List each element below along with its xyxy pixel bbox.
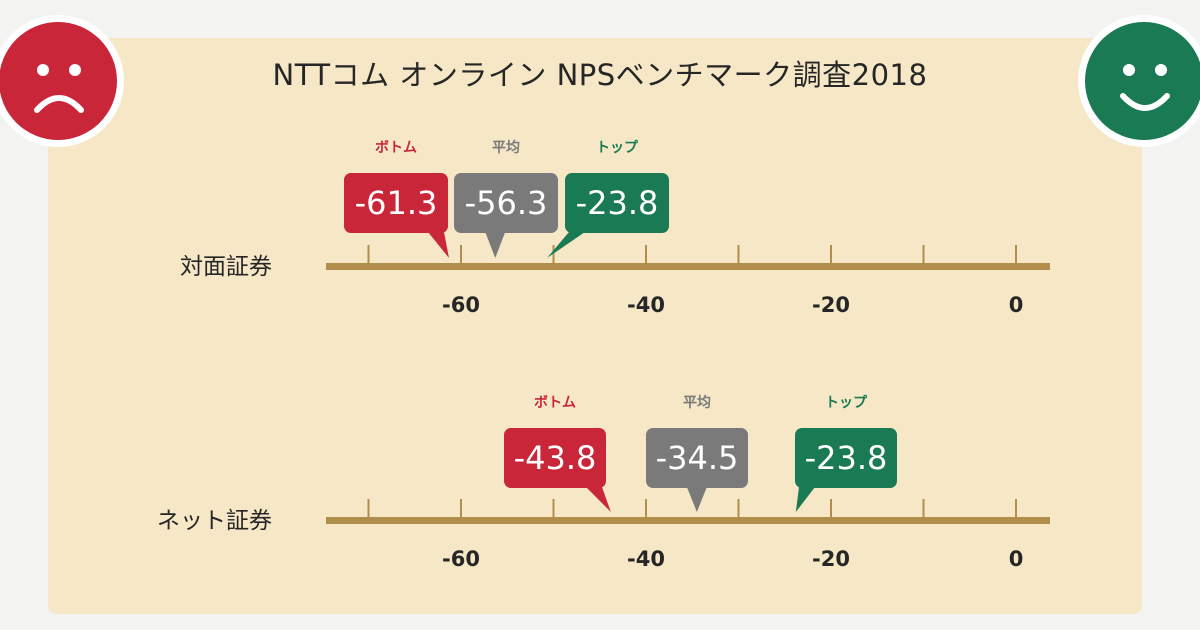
value-bubble bbox=[504, 428, 606, 488]
axis-line bbox=[326, 517, 1050, 524]
tick-label: 0 bbox=[1009, 293, 1024, 317]
data-label: -23.8 bbox=[576, 184, 659, 222]
bubble-pointer bbox=[586, 487, 611, 512]
data-label: -61.3 bbox=[355, 184, 438, 222]
series-label: トップ bbox=[825, 395, 868, 411]
data-label: -34.5 bbox=[656, 439, 739, 477]
series-label: 平均 bbox=[492, 139, 520, 156]
data-label: -43.8 bbox=[514, 439, 597, 477]
data-label: -23.8 bbox=[805, 439, 888, 477]
bubble-pointer bbox=[428, 232, 449, 258]
row-label: 対面証券 bbox=[180, 254, 272, 280]
bubble-pointer bbox=[686, 487, 707, 512]
series-label: 平均 bbox=[683, 394, 711, 411]
sad-face-icon bbox=[0, 22, 117, 140]
bubble-pointer bbox=[795, 487, 815, 512]
tick-label: -40 bbox=[627, 293, 665, 317]
series-label: ボトム bbox=[534, 395, 576, 411]
tick-label: -20 bbox=[812, 293, 850, 317]
value-bubble bbox=[454, 173, 558, 233]
value-bubble bbox=[795, 428, 897, 488]
bubble-pointer bbox=[547, 232, 585, 258]
series-label: トップ bbox=[596, 140, 639, 156]
value-bubble bbox=[565, 173, 669, 233]
series-label: ボトム bbox=[375, 140, 417, 156]
bubble-pointer bbox=[485, 232, 506, 258]
tick-label: 0 bbox=[1009, 547, 1024, 571]
tick-label: -60 bbox=[442, 293, 480, 317]
axis-line bbox=[326, 263, 1050, 270]
happy-face-icon bbox=[1085, 22, 1200, 140]
value-bubble bbox=[344, 173, 448, 233]
value-bubble bbox=[646, 428, 748, 488]
data-label: -56.3 bbox=[465, 184, 548, 222]
tick-label: -40 bbox=[627, 547, 665, 571]
page-title: NTTコム オンライン NPSベンチマーク調査2018 bbox=[272, 58, 928, 92]
row-label: ネット証券 bbox=[157, 508, 272, 534]
tick-label: -60 bbox=[442, 547, 480, 571]
tick-label: -20 bbox=[812, 547, 850, 571]
